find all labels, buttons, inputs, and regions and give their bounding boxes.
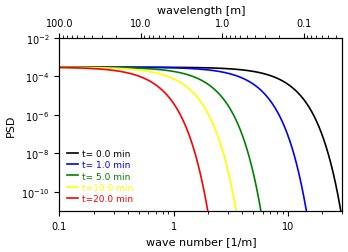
t= 1.0 min <box>64 66 68 69</box>
t=10.0 min <box>144 70 148 73</box>
t= 1.0 min <box>253 85 258 88</box>
t=20.0 min <box>120 71 125 74</box>
t= 1.0 min <box>256 87 260 90</box>
t= 5.0 min <box>57 67 61 70</box>
Line: t=10.0 min: t=10.0 min <box>59 68 237 216</box>
Line: t= 1.0 min: t= 1.0 min <box>59 68 307 216</box>
Line: t= 5.0 min: t= 5.0 min <box>59 68 262 217</box>
t=10.0 min <box>235 215 239 218</box>
t=20.0 min <box>202 192 206 195</box>
t=20.0 min <box>174 106 178 109</box>
t= 0.0 min <box>218 68 222 71</box>
t= 0.0 min <box>181 67 185 70</box>
t= 0.0 min <box>158 67 162 70</box>
t=10.0 min <box>67 67 71 70</box>
t= 0.0 min <box>88 66 92 69</box>
t= 5.0 min <box>101 67 105 70</box>
t=10.0 min <box>195 96 199 99</box>
t= 5.0 min <box>260 215 264 218</box>
t= 1.0 min <box>152 67 156 70</box>
t=10.0 min <box>154 72 158 75</box>
Y-axis label: PSD: PSD <box>6 114 16 136</box>
t= 0.0 min <box>172 67 176 70</box>
t= 5.0 min <box>204 82 208 85</box>
X-axis label: wave number [1/m]: wave number [1/m] <box>145 237 256 246</box>
t=20.0 min <box>193 151 197 154</box>
t= 5.0 min <box>193 77 197 80</box>
t=10.0 min <box>57 67 61 70</box>
t= 0.0 min <box>57 66 61 69</box>
t=10.0 min <box>93 67 97 70</box>
Line: t=20.0 min: t=20.0 min <box>59 68 209 217</box>
t=20.0 min <box>177 113 182 116</box>
t= 0.0 min <box>340 215 344 218</box>
t= 1.0 min <box>57 66 61 69</box>
t=20.0 min <box>57 67 61 70</box>
t= 1.0 min <box>305 215 309 218</box>
t= 5.0 min <box>80 67 85 70</box>
t= 1.0 min <box>219 71 223 74</box>
t= 0.0 min <box>133 67 137 70</box>
t= 5.0 min <box>131 67 135 70</box>
t=20.0 min <box>207 215 211 218</box>
t= 1.0 min <box>201 69 205 72</box>
t= 5.0 min <box>87 67 91 70</box>
t=10.0 min <box>163 75 167 78</box>
t=20.0 min <box>191 147 196 150</box>
X-axis label: wavelength [m]: wavelength [m] <box>157 6 245 15</box>
Line: t= 0.0 min: t= 0.0 min <box>59 68 342 217</box>
Legend: t= 0.0 min, t= 1.0 min, t= 5.0 min, t=10.0 min, t=20.0 min: t= 0.0 min, t= 1.0 min, t= 5.0 min, t=10… <box>64 146 137 207</box>
